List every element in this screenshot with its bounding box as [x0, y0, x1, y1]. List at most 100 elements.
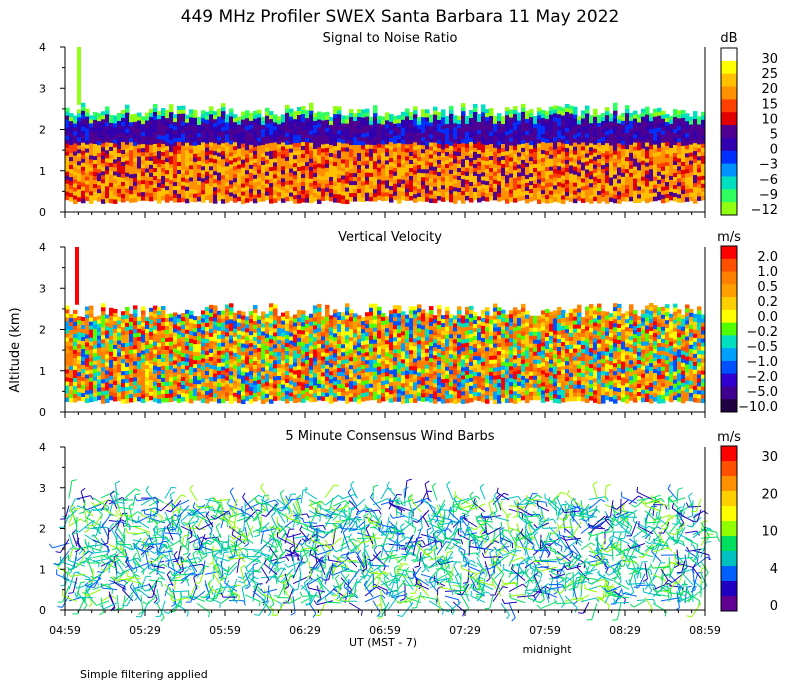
- heatmap-cell: [381, 156, 386, 162]
- heatmap-cell: [141, 136, 146, 141]
- heatmap-cell: [345, 179, 350, 185]
- heatmap-cell: [189, 177, 194, 182]
- heatmap-cell: [161, 341, 166, 347]
- heatmap-cell: [593, 108, 598, 114]
- heatmap-cell: [369, 168, 374, 174]
- heatmap-cell: [313, 128, 318, 134]
- heatmap-cell: [209, 372, 214, 378]
- heatmap-cell: [65, 333, 70, 338]
- heatmap-cell: [141, 326, 146, 332]
- heatmap-cell: [401, 191, 406, 197]
- heatmap-cell: [169, 140, 174, 145]
- heatmap-cell: [181, 381, 186, 386]
- heatmap-cell: [521, 115, 526, 121]
- heatmap-cell: [573, 170, 578, 176]
- heatmap-cell: [89, 187, 94, 192]
- heatmap-cell: [205, 382, 210, 388]
- heatmap-cell: [397, 131, 402, 136]
- heatmap-cell: [321, 120, 326, 125]
- heatmap-cell: [305, 182, 310, 187]
- heatmap-cell: [117, 124, 122, 130]
- heatmap-cell: [165, 114, 170, 119]
- heatmap-cell: [485, 145, 490, 150]
- heatmap-cell: [241, 179, 246, 185]
- heatmap-cell: [205, 171, 210, 177]
- heatmap-cell: [385, 172, 390, 177]
- heatmap-cell: [481, 104, 486, 109]
- heatmap-cell: [225, 312, 230, 317]
- heatmap-cell: [485, 185, 490, 190]
- heatmap-cell: [145, 373, 150, 378]
- heatmap-cell: [677, 138, 682, 143]
- heatmap-cell: [125, 148, 130, 154]
- heatmap-cell: [165, 321, 170, 327]
- heatmap-cell: [253, 304, 258, 310]
- heatmap-cell: [369, 196, 374, 202]
- heatmap-cell: [585, 165, 590, 171]
- heatmap-cell: [277, 160, 282, 165]
- heatmap-cell: [217, 196, 222, 202]
- heatmap-cell: [93, 124, 98, 129]
- heatmap-cell: [193, 197, 198, 203]
- heatmap-cell: [345, 131, 350, 137]
- heatmap-cell: [649, 137, 654, 142]
- heatmap-cell: [301, 106, 306, 111]
- heatmap-cell: [377, 115, 382, 121]
- heatmap-cell: [593, 144, 598, 150]
- heatmap-cell: [373, 117, 378, 122]
- heatmap-cell: [173, 320, 178, 325]
- heatmap-cell: [153, 147, 158, 153]
- heatmap-cell: [665, 186, 670, 191]
- heatmap-cell: [129, 369, 134, 375]
- heatmap-cell: [685, 165, 690, 170]
- heatmap-cell: [345, 135, 350, 141]
- heatmap-cell: [121, 129, 126, 135]
- heatmap-cell: [157, 115, 162, 120]
- heatmap-cell: [565, 127, 570, 133]
- heatmap-cell: [141, 330, 146, 336]
- heatmap-cell: [433, 194, 438, 200]
- heatmap-cell: [209, 122, 214, 127]
- heatmap-cell: [181, 125, 186, 131]
- heatmap-cell: [449, 153, 454, 159]
- heatmap-cell: [245, 146, 250, 151]
- heatmap-cell: [173, 324, 178, 329]
- heatmap-cell: [173, 328, 178, 333]
- heatmap-cell: [593, 176, 598, 182]
- heatmap-cell: [537, 175, 542, 180]
- heatmap-cell: [477, 141, 482, 147]
- heatmap-cell: [105, 122, 110, 127]
- heatmap-cell: [105, 110, 110, 115]
- heatmap-cell: [321, 184, 326, 189]
- panels: Signal to Noise Ratio01234dB302520151050…: [39, 31, 778, 637]
- heatmap-cell: [369, 192, 374, 198]
- heatmap-cell: [425, 141, 430, 146]
- heatmap-cell: [265, 127, 270, 133]
- heatmap-cell: [117, 372, 122, 377]
- heatmap-cell: [313, 184, 318, 190]
- heatmap-cell: [693, 111, 698, 116]
- heatmap-cell: [245, 344, 250, 349]
- heatmap-cell: [113, 320, 118, 326]
- heatmap-cell: [141, 318, 146, 324]
- heatmap-cell: [213, 171, 218, 176]
- heatmap-cell: [553, 161, 558, 166]
- heatmap-cell: [205, 135, 210, 141]
- heatmap-cell: [697, 180, 702, 185]
- heatmap-cell: [173, 162, 178, 167]
- heatmap-cell: [77, 47, 81, 105]
- heatmap-cell: [537, 171, 542, 176]
- heatmap-cell: [105, 150, 110, 155]
- heatmap-cell: [93, 120, 98, 125]
- heatmap-cell: [345, 155, 350, 161]
- heatmap-cell: [317, 159, 322, 164]
- heatmap-cell: [473, 179, 478, 185]
- heatmap-cell: [461, 115, 466, 120]
- heatmap-cell: [309, 178, 314, 184]
- heatmap-cell: [149, 184, 154, 190]
- heatmap-cell: [73, 337, 78, 343]
- heatmap-cell: [97, 181, 102, 186]
- heatmap-cell: [685, 181, 690, 186]
- heatmap-cell: [145, 172, 150, 178]
- heatmap-cell: [297, 191, 302, 196]
